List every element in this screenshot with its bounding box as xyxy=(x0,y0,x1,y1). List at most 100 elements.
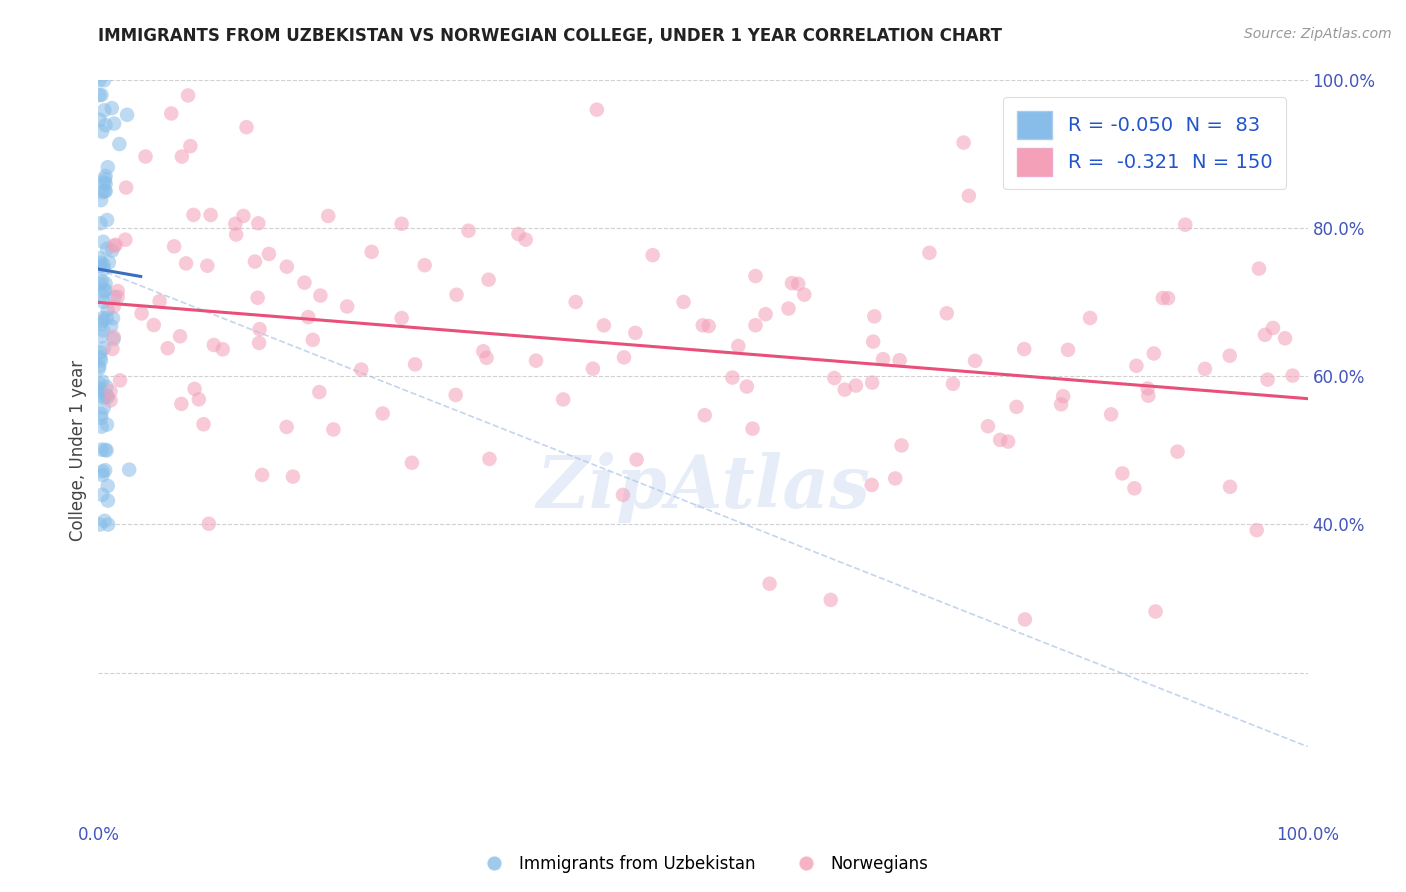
Point xyxy=(884,471,907,485)
Point xyxy=(350,362,373,376)
Point xyxy=(672,295,695,310)
Point xyxy=(1111,467,1133,481)
Point xyxy=(89,88,111,103)
Point xyxy=(142,318,165,332)
Point xyxy=(697,319,720,334)
Point xyxy=(87,73,110,87)
Point xyxy=(89,351,111,365)
Point xyxy=(524,353,547,368)
Point xyxy=(247,335,270,350)
Point xyxy=(860,376,883,390)
Point xyxy=(104,237,127,252)
Point xyxy=(87,385,110,400)
Point xyxy=(96,380,118,394)
Point xyxy=(1099,408,1122,422)
Point xyxy=(91,464,114,478)
Point xyxy=(336,300,359,314)
Point xyxy=(94,283,117,297)
Point xyxy=(90,353,112,368)
Point xyxy=(149,294,172,309)
Point xyxy=(225,227,247,242)
Point xyxy=(108,136,131,151)
Point xyxy=(232,209,254,223)
Point xyxy=(257,247,280,261)
Point xyxy=(553,392,575,407)
Point xyxy=(478,273,501,287)
Point xyxy=(744,268,766,283)
Point xyxy=(87,361,110,376)
Point xyxy=(564,295,586,310)
Point xyxy=(1123,481,1146,495)
Point xyxy=(91,488,114,502)
Point xyxy=(371,407,394,421)
Point xyxy=(93,258,115,272)
Point xyxy=(360,244,382,259)
Point xyxy=(515,233,537,247)
Point xyxy=(744,318,766,333)
Point xyxy=(592,318,614,333)
Point xyxy=(918,245,941,260)
Point xyxy=(823,371,845,385)
Point xyxy=(91,274,114,288)
Point xyxy=(1167,444,1189,458)
Point xyxy=(179,139,201,153)
Point xyxy=(96,443,118,458)
Point xyxy=(942,376,965,391)
Point xyxy=(624,326,647,340)
Point xyxy=(582,361,605,376)
Point xyxy=(641,248,664,262)
Point xyxy=(94,463,117,477)
Point xyxy=(156,341,179,355)
Legend: Immigrants from Uzbekistan, Norwegians: Immigrants from Uzbekistan, Norwegians xyxy=(471,848,935,880)
Point xyxy=(118,463,141,477)
Point xyxy=(90,87,112,102)
Point xyxy=(90,407,112,421)
Point xyxy=(96,213,118,227)
Point xyxy=(91,311,114,326)
Point xyxy=(1254,327,1277,342)
Point xyxy=(103,117,125,131)
Point xyxy=(1152,291,1174,305)
Text: Source: ZipAtlas.com: Source: ZipAtlas.com xyxy=(1244,27,1392,41)
Point xyxy=(134,149,156,163)
Point xyxy=(93,103,115,118)
Point xyxy=(104,290,127,304)
Point xyxy=(735,379,758,393)
Point xyxy=(935,306,957,320)
Point xyxy=(108,373,131,387)
Point xyxy=(1144,605,1167,619)
Point xyxy=(187,392,209,407)
Point xyxy=(93,262,115,277)
Point xyxy=(91,468,114,483)
Point xyxy=(170,397,193,411)
Point xyxy=(401,456,423,470)
Point xyxy=(160,106,183,120)
Point xyxy=(115,108,138,122)
Point xyxy=(988,433,1011,447)
Point xyxy=(780,276,803,290)
Point xyxy=(89,259,111,273)
Point xyxy=(195,259,218,273)
Point xyxy=(249,322,271,336)
Point xyxy=(163,239,186,253)
Point xyxy=(193,417,215,432)
Point xyxy=(1125,359,1147,373)
Point xyxy=(613,351,636,365)
Point xyxy=(97,303,120,318)
Point xyxy=(1274,331,1296,345)
Point xyxy=(721,370,744,384)
Point xyxy=(94,184,117,198)
Point xyxy=(758,576,780,591)
Point xyxy=(1157,291,1180,305)
Point xyxy=(612,488,634,502)
Point xyxy=(107,290,129,304)
Point xyxy=(316,209,339,223)
Point xyxy=(93,284,115,298)
Point xyxy=(741,422,763,436)
Point xyxy=(778,301,800,316)
Point xyxy=(1136,382,1159,396)
Point xyxy=(101,101,124,115)
Point xyxy=(276,420,298,434)
Point xyxy=(301,333,323,347)
Point xyxy=(91,375,114,389)
